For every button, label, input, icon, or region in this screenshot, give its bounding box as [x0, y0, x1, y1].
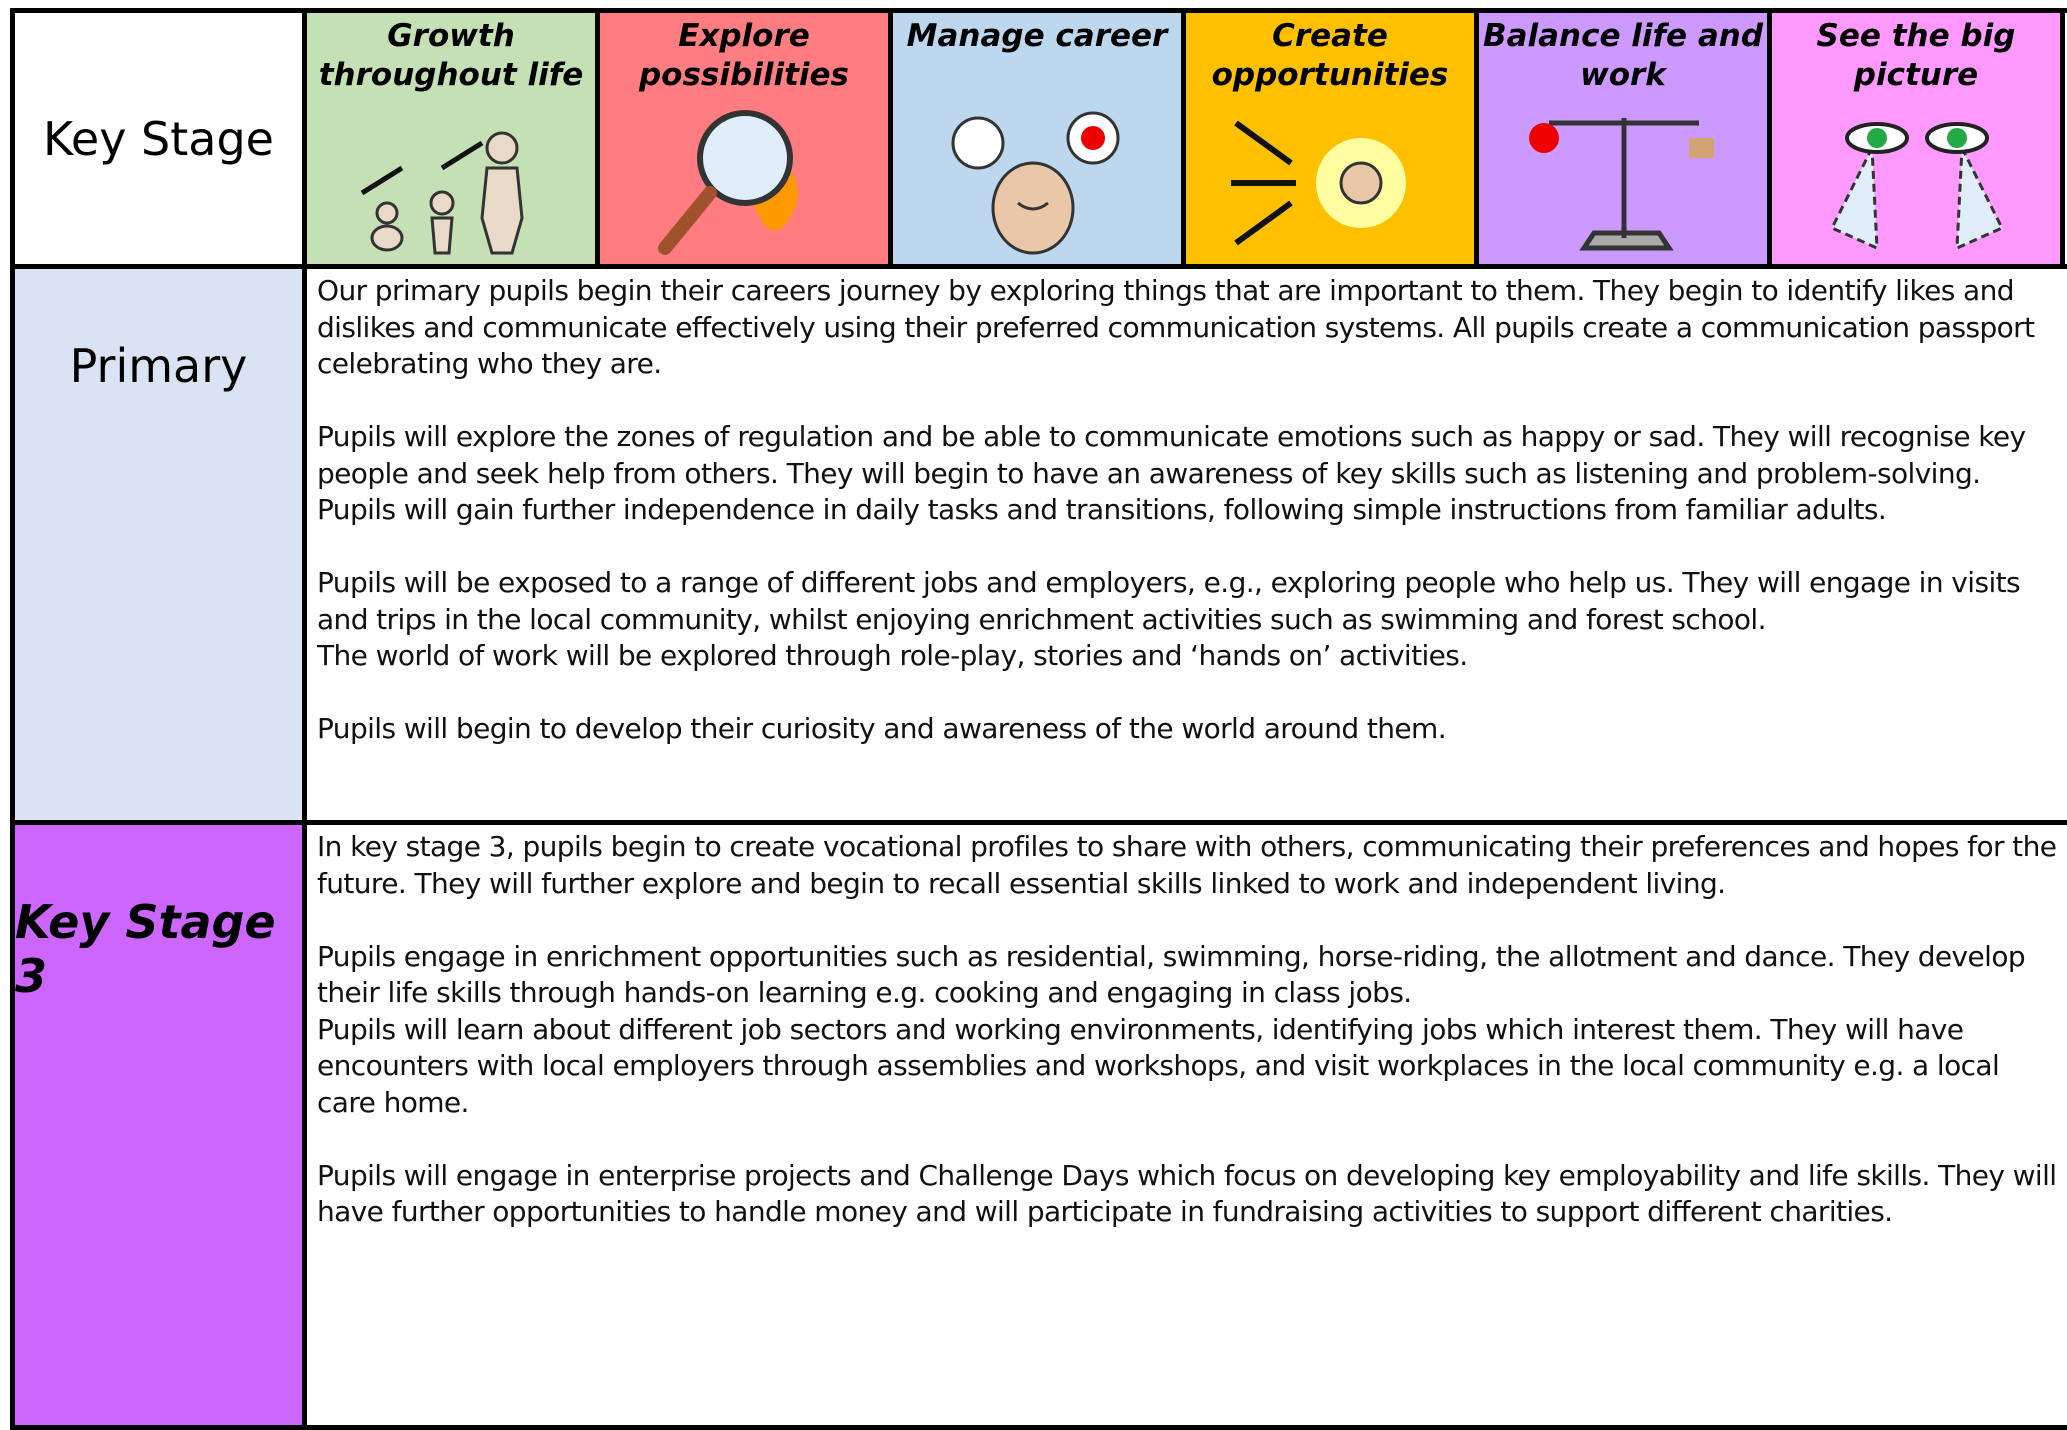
paragraph: Our primary pupils begin their careers j… [317, 273, 2057, 383]
text-line: The world of work will be explored throu… [317, 639, 1468, 672]
ks3-row: Key Stage 3 In key stage 3, pupils begin… [15, 825, 2067, 1430]
text-line: Our primary pupils begin their careers j… [317, 274, 2035, 380]
column-title: Create opportunities [1211, 18, 1449, 93]
paragraph: Pupils engage in enrichment opportunitie… [317, 939, 2057, 1122]
row-body: Our primary pupils begin their careers j… [307, 269, 2067, 820]
paragraph: Pupils will explore the zones of regulat… [317, 419, 2057, 529]
key-stage-header: Key Stage [15, 13, 307, 264]
row-label: Primary [15, 269, 307, 820]
text-line: Pupils will be exposed to a range of dif… [317, 566, 2021, 636]
growth-icon [360, 131, 524, 255]
column-title: See the big picture [1816, 18, 2016, 93]
text-line: Pupils will begin to develop their curio… [317, 712, 1447, 745]
picture-icon [1829, 122, 2005, 251]
opportunity-icon [1231, 120, 1406, 246]
text-line: In key stage 3, pupils begin to create v… [317, 830, 2057, 900]
table: Key Stage Growth throughout life Explore… [10, 8, 2067, 1430]
text-line: Pupils will engage in enterprise project… [317, 1158, 2057, 1229]
text-line: Pupils will learn about different job se… [317, 1012, 2000, 1119]
column-header: Balance life and work [1479, 13, 1772, 264]
primary-row: Primary Our primary pupils begin their c… [15, 269, 2067, 825]
row-body: In key stage 3, pupils begin to create v… [307, 825, 2067, 1425]
header-row: Key Stage Growth throughout life Explore… [15, 13, 2067, 269]
paragraph: Pupils will begin to develop their curio… [317, 711, 2057, 748]
column-title: Explore possibilities [638, 18, 849, 93]
page: Key Stage Growth throughout life Explore… [10, 8, 2067, 1430]
text-line: Pupils engage in enrichment opportunitie… [317, 939, 2026, 1010]
row-label: Key Stage 3 [15, 825, 307, 1425]
text-line: Pupils will explore the zones of regulat… [317, 420, 2026, 526]
column-header: See the big picture [1772, 13, 2065, 264]
column-title: Balance life and work [1482, 18, 1764, 93]
column-title: Growth throughout life [318, 18, 584, 93]
column-header: Explore possibilities [600, 13, 893, 264]
column-title: Manage career [906, 18, 1168, 54]
balance-icon [1529, 118, 1714, 251]
explore-icon [658, 110, 798, 255]
column-header: Create opportunities [1186, 13, 1479, 264]
paragraph: Pupils will engage in enterprise project… [317, 1158, 2057, 1231]
column-header: Manage career [893, 13, 1186, 264]
column-header: Growth throughout life [307, 13, 600, 264]
career-icon [951, 111, 1120, 255]
paragraph: Pupils will be exposed to a range of dif… [317, 565, 2057, 675]
paragraph: In key stage 3, pupils begin to create v… [317, 829, 2057, 902]
